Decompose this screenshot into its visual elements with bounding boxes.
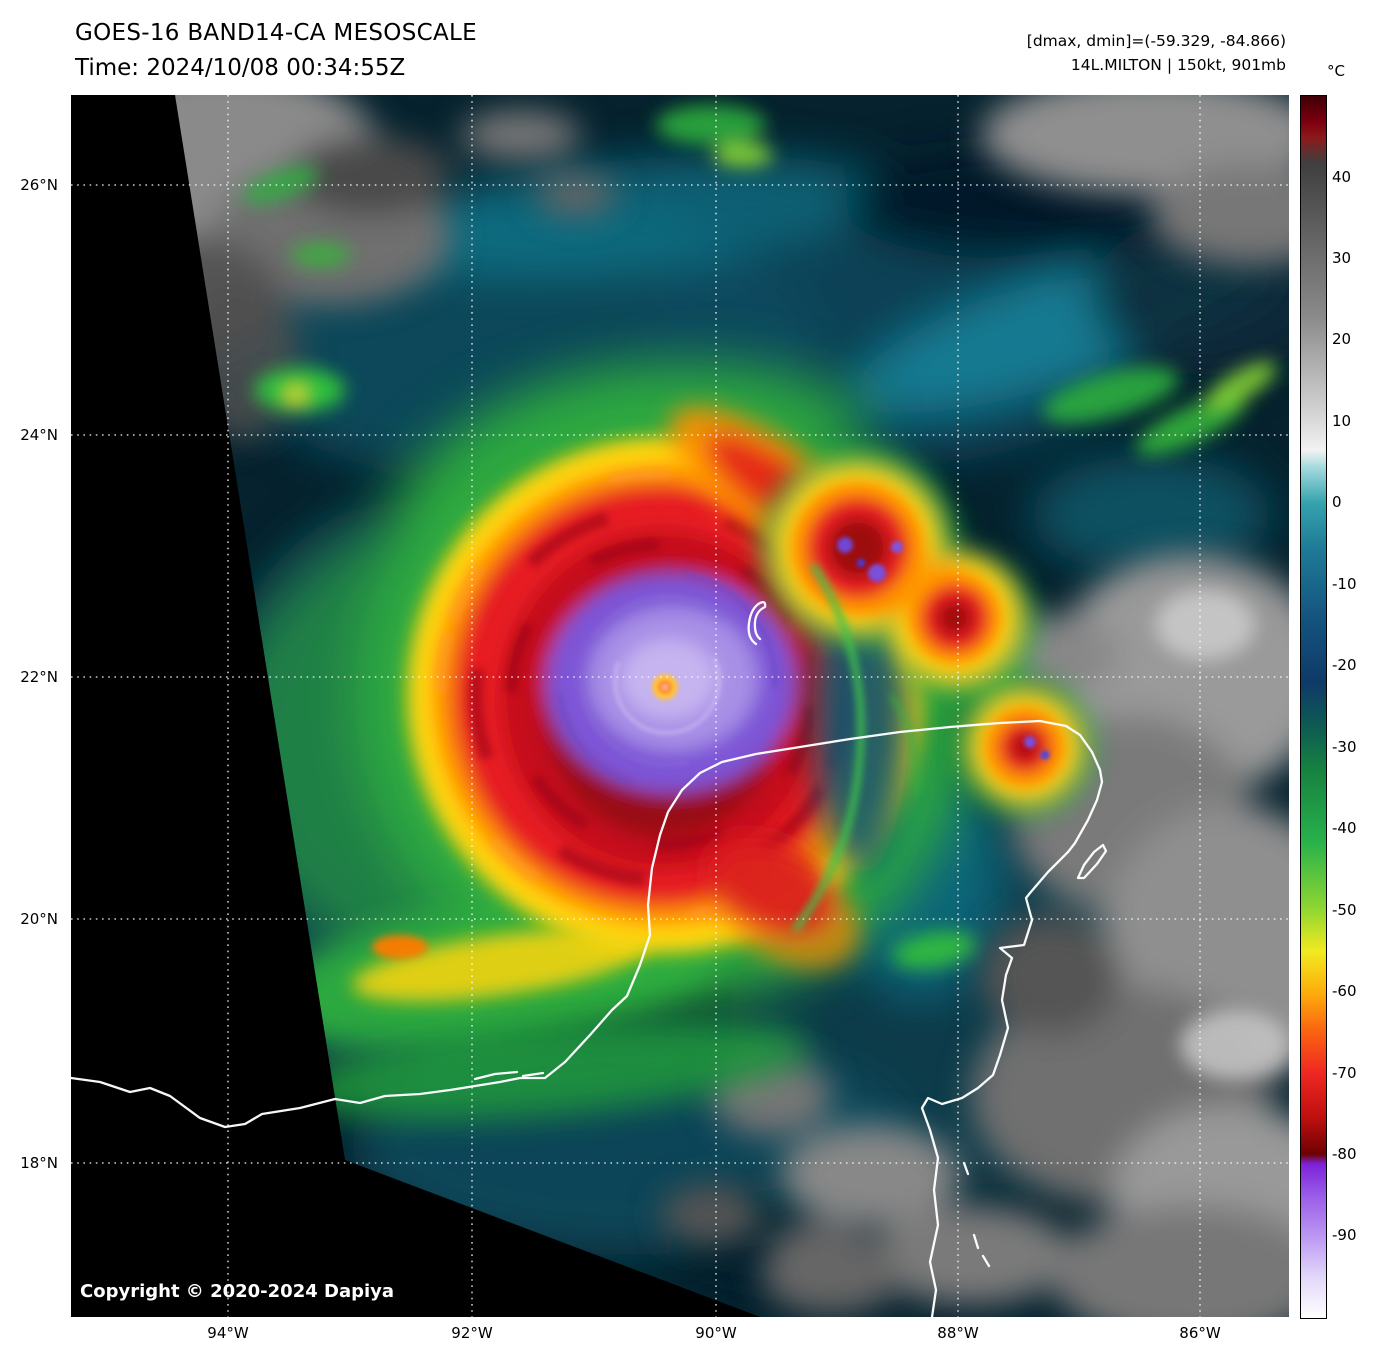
cbar-tick-20: 20 (1332, 330, 1352, 348)
cbar-tick-40: 40 (1332, 168, 1352, 186)
lat-tick-22n: 22°N (20, 668, 58, 686)
storm-intensity-readout: 14L.MILTON | 150kt, 901mb (1070, 56, 1286, 74)
lat-tick-24n: 24°N (20, 426, 58, 444)
grid-parallels (71, 184, 1289, 1164)
lon-tick-88w: 88°W (937, 1324, 979, 1342)
cbar-tick-0: 0 (1332, 493, 1342, 511)
coastline-mexico-yucatan (69, 719, 1104, 1319)
southern-rainband (263, 898, 811, 1121)
coastline-overlay (69, 600, 1108, 1319)
cbar-tick-m40: -40 (1332, 819, 1357, 837)
ne-cell-cores (792, 482, 1065, 787)
lon-tick-92w: 92°W (451, 1324, 493, 1342)
coastline-alacranes-reef (747, 600, 767, 646)
figure-title: GOES-16 BAND14-CA MESOSCALE (75, 20, 477, 46)
bright-warm-cloud-spots (1155, 590, 1289, 1080)
cbar-tick-30: 30 (1332, 249, 1352, 267)
coastline-terminos-barrier (473, 1070, 545, 1081)
temperature-colorbar (1300, 95, 1327, 1319)
dmax-dmin-readout: [dmax, dmin]=(-59.329, -84.866) (1026, 32, 1286, 50)
satellite-image (69, 95, 1289, 1319)
lat-tick-26n: 26°N (20, 176, 58, 194)
copyright-watermark: Copyright © 2020-2024 Dapiya (80, 1281, 395, 1302)
cbar-tick-m30: -30 (1332, 738, 1357, 756)
cbar-tick-m90: -90 (1332, 1226, 1357, 1244)
lat-tick-20n: 20°N (20, 910, 58, 928)
lon-tick-94w: 94°W (207, 1324, 249, 1342)
scattered-green-streaks (243, 105, 1277, 970)
coastline-cozumel-island (1076, 843, 1108, 880)
moat-filaments (792, 563, 920, 933)
cbar-tick-m50: -50 (1332, 901, 1357, 919)
lat-tick-18n: 18°N (20, 1154, 58, 1172)
latlon-grid (71, 95, 1289, 1317)
cbar-tick-m60: -60 (1332, 982, 1357, 1000)
map-plot-area (69, 95, 1289, 1319)
cbar-tick-m10: -10 (1332, 575, 1357, 593)
lon-tick-90w: 90°W (695, 1324, 737, 1342)
hurricane-eye (652, 674, 678, 700)
cbar-tick-m70: -70 (1332, 1064, 1357, 1082)
coastline-belize-cayes (962, 1161, 991, 1268)
cbar-tick-m20: -20 (1332, 656, 1357, 674)
figure-timestamp: Time: 2024/10/08 00:34:55Z (75, 55, 406, 81)
cbar-tick-m80: -80 (1332, 1145, 1357, 1163)
overshoot-specks (837, 537, 1050, 760)
imagery-layers (175, 95, 1289, 1317)
colorbar-unit-label: °C (1327, 62, 1345, 80)
lon-tick-86w: 86°W (1179, 1324, 1221, 1342)
cdo-swirl-texture (556, 570, 778, 792)
cbar-tick-10: 10 (1332, 412, 1352, 430)
